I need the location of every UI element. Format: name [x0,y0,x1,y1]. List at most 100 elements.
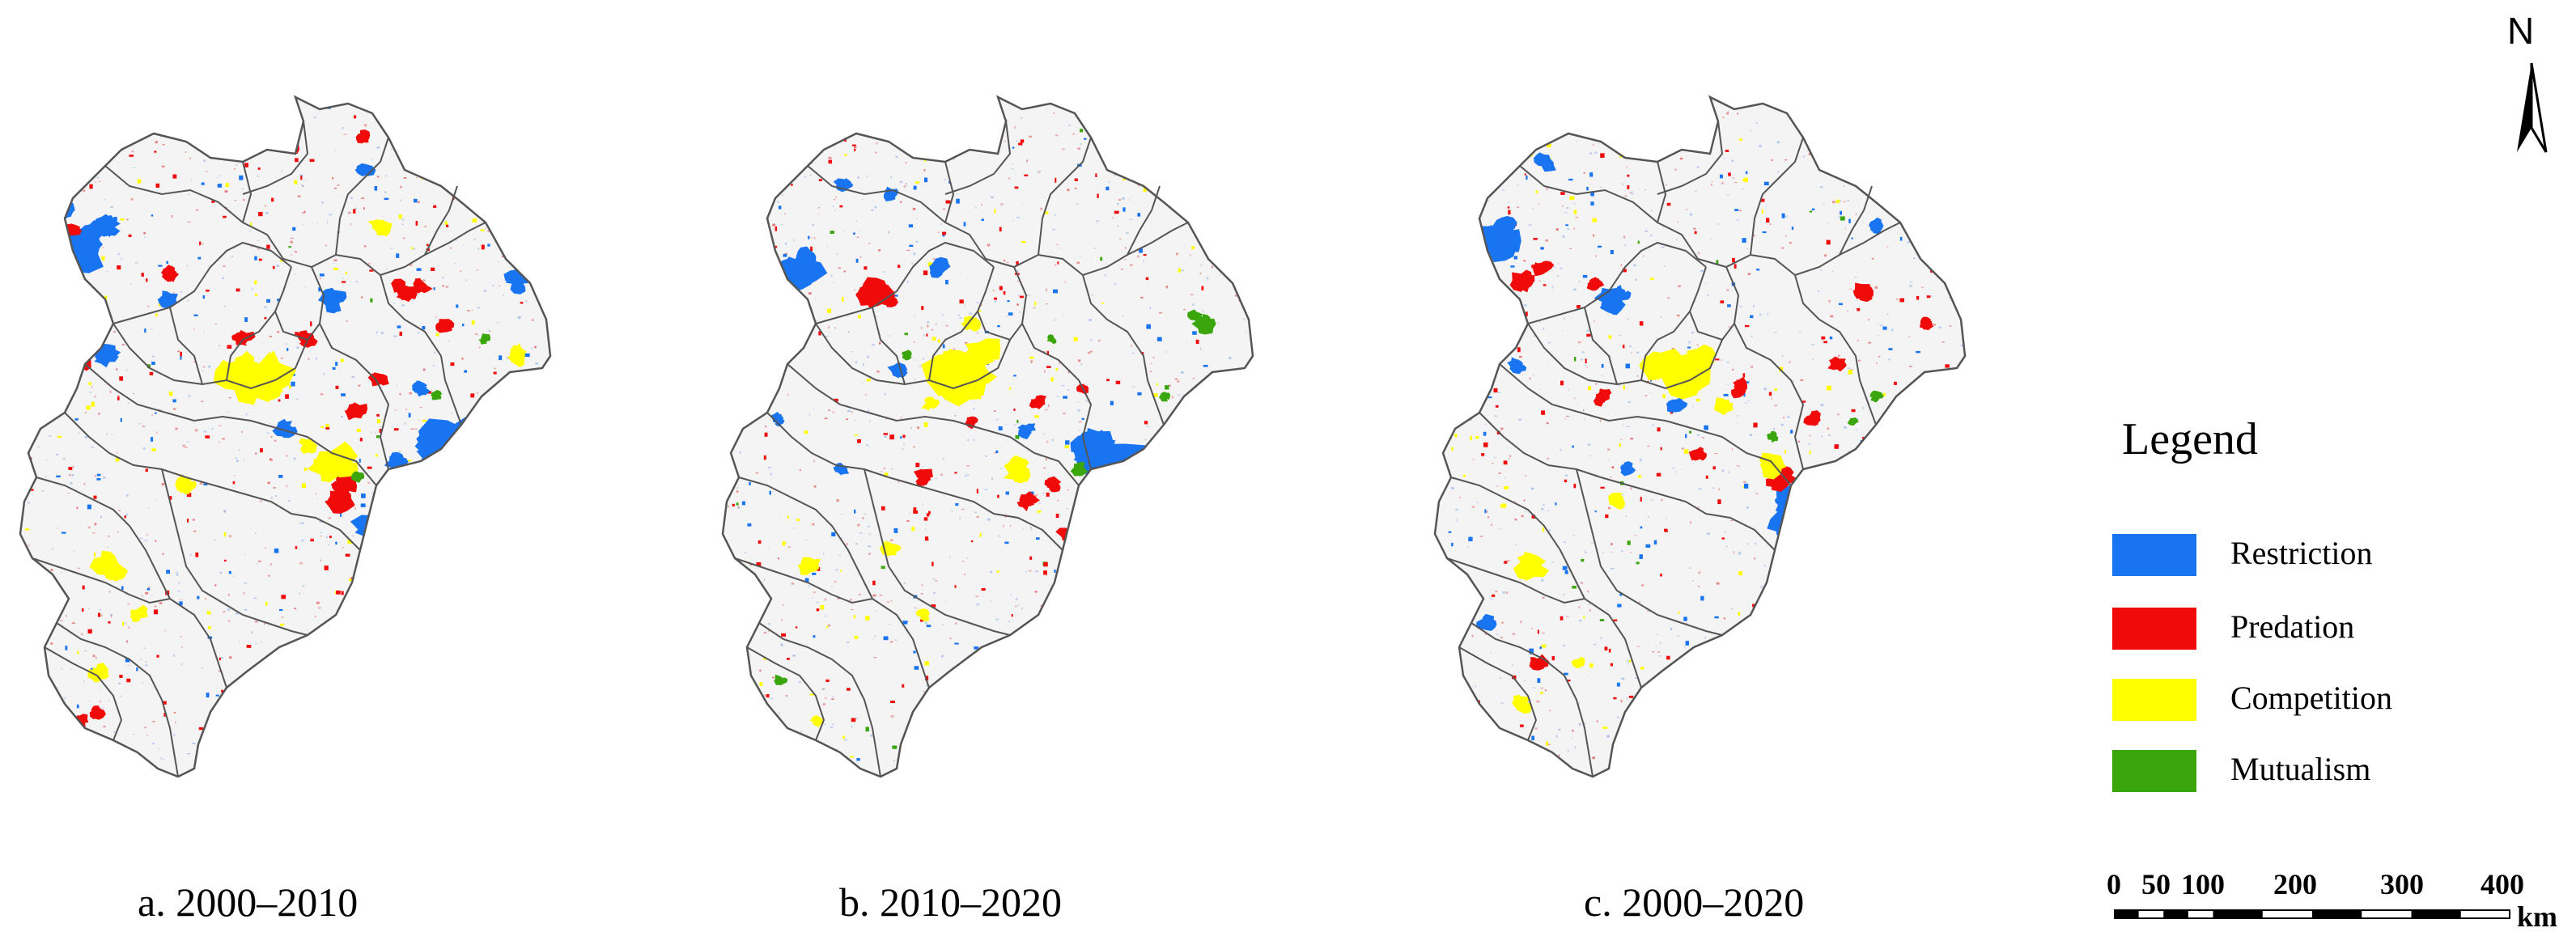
speckle [1045,409,1048,411]
change-dot [227,345,232,349]
speckle [219,571,223,574]
change-dot [1945,364,1950,368]
speckle [975,595,979,597]
speckle [1251,616,1253,619]
speckle [513,218,516,219]
speckle [1246,263,1248,266]
speckle [755,472,759,474]
speckle [414,569,415,572]
change-dot [1223,430,1227,432]
change-dot [1893,668,1897,672]
speckle [231,256,233,257]
change-cluster [480,405,503,426]
speckle [201,400,204,402]
speckle [1480,759,1483,761]
change-dot [540,173,545,176]
speckle [1639,148,1640,150]
speckle [1797,440,1800,443]
speckle [460,603,463,606]
speckle [450,772,452,773]
speckle [233,575,236,577]
speckle [1517,184,1518,186]
change-dot [1756,696,1761,700]
speckle [868,243,871,244]
speckle [828,156,832,159]
speckle [1062,315,1063,316]
speckle [53,204,57,205]
change-dot [813,635,816,638]
speckle [831,698,834,700]
change-dot [1920,320,1923,324]
speckle [1144,438,1147,441]
speckle [744,422,747,425]
change-dot [812,572,817,575]
speckle [883,468,886,469]
change-dot [521,595,526,598]
speckle [739,451,741,454]
speckle [206,769,209,772]
speckle [142,682,143,684]
change-dot [1129,575,1134,578]
speckle [1059,247,1061,249]
speckle [67,182,71,184]
speckle [21,426,25,430]
change-dot [389,134,393,138]
speckle [1080,576,1084,578]
speckle [917,426,919,429]
speckle [1608,355,1611,358]
change-dot [1135,167,1140,171]
change-dot [975,659,978,665]
change-dot [472,510,477,515]
change-dot [265,601,268,606]
change-dot [956,765,958,769]
change-dot [543,264,547,266]
speckle [927,324,929,328]
speckle [1558,263,1560,265]
change-cluster [1049,485,1059,493]
speckle [1084,586,1088,588]
speckle [1250,461,1252,464]
speckle [501,255,505,258]
change-dot [926,333,928,337]
speckle [1816,604,1818,605]
change-dot [847,688,851,691]
change-dot [1874,663,1876,666]
speckle [1950,419,1952,422]
change-dot [1224,397,1229,402]
speckle [1639,713,1642,715]
speckle [203,159,206,162]
change-dot [345,271,347,274]
speckle [973,408,975,410]
speckle [1076,595,1080,598]
change-dot [180,351,182,357]
speckle [1626,166,1628,169]
speckle [1227,521,1229,524]
change-dot [300,696,304,701]
speckle [527,716,531,719]
speckle [473,588,477,591]
change-dot [910,129,914,133]
change-cluster [414,427,447,457]
speckle [871,209,874,212]
speckle [124,184,126,186]
speckle [1476,501,1479,504]
speckle [1243,318,1245,320]
change-dot [1045,211,1049,214]
speckle [1465,394,1467,396]
speckle [545,180,549,182]
change-dot [528,499,532,503]
change-dot [1504,735,1506,739]
speckle [540,655,541,657]
speckle [199,481,203,485]
speckle [1178,551,1182,554]
change-dot [1128,485,1132,488]
speckle [161,483,164,485]
speckle [1059,362,1060,364]
speckle [972,133,976,135]
speckle [1200,623,1204,625]
speckle [335,643,337,645]
change-dot [1122,178,1126,180]
speckle [533,693,536,696]
change-dot [732,773,736,776]
change-dot [970,540,974,543]
